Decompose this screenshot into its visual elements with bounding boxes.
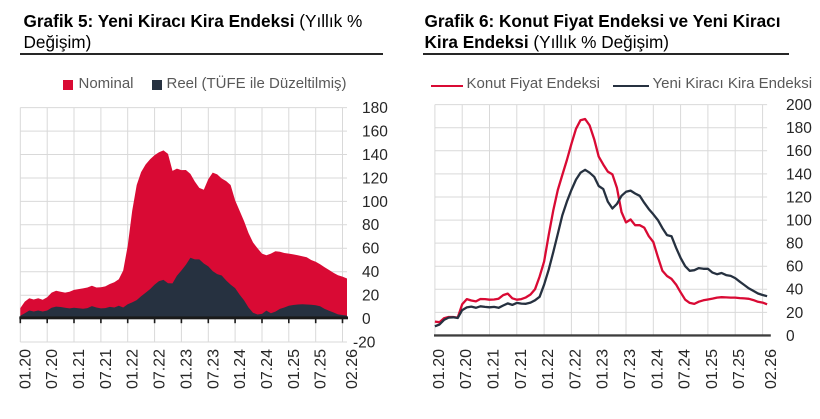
svg-text:01.23: 01.23 <box>595 349 612 389</box>
svg-text:02.26: 02.26 <box>344 349 361 389</box>
svg-text:120: 120 <box>362 170 388 187</box>
svg-text:140: 140 <box>362 147 388 164</box>
svg-text:01.20: 01.20 <box>17 349 34 389</box>
svg-text:01.24: 01.24 <box>232 349 249 389</box>
svg-text:01.20: 01.20 <box>431 349 448 389</box>
svg-text:07.25: 07.25 <box>313 349 330 389</box>
svg-text:07.20: 07.20 <box>44 349 61 389</box>
svg-text:80: 80 <box>786 236 804 253</box>
svg-text:0: 0 <box>786 328 795 345</box>
svg-text:20: 20 <box>786 305 804 322</box>
svg-text:200: 200 <box>786 97 812 114</box>
svg-text:01.21: 01.21 <box>71 349 88 389</box>
svg-text:20: 20 <box>362 288 380 305</box>
svg-text:07.20: 07.20 <box>458 349 475 389</box>
svg-text:07.23: 07.23 <box>622 349 639 389</box>
svg-text:07.21: 07.21 <box>513 349 530 389</box>
svg-text:40: 40 <box>362 264 380 281</box>
svg-text:160: 160 <box>362 124 388 141</box>
svg-text:01.21: 01.21 <box>486 349 503 389</box>
svg-text:07.24: 07.24 <box>259 349 276 389</box>
svg-text:01.22: 01.22 <box>540 349 557 389</box>
svg-text:07.21: 07.21 <box>98 349 115 389</box>
svg-text:02.26: 02.26 <box>763 349 780 389</box>
svg-text:07.25: 07.25 <box>731 349 748 389</box>
svg-text:01.25: 01.25 <box>286 349 303 389</box>
svg-text:07.24: 07.24 <box>677 349 694 389</box>
svg-text:40: 40 <box>786 282 804 299</box>
svg-text:100: 100 <box>362 194 388 211</box>
svg-text:01.22: 01.22 <box>125 349 142 389</box>
svg-text:0: 0 <box>362 311 371 328</box>
svg-text:07.22: 07.22 <box>567 349 584 389</box>
svg-text:180: 180 <box>786 120 812 137</box>
svg-text:60: 60 <box>362 241 380 258</box>
svg-text:01.24: 01.24 <box>649 349 666 389</box>
svg-text:07.22: 07.22 <box>152 349 169 389</box>
svg-text:60: 60 <box>786 259 804 276</box>
svg-text:80: 80 <box>362 217 380 234</box>
svg-text:140: 140 <box>786 166 812 183</box>
svg-text:01.25: 01.25 <box>704 349 721 389</box>
svg-text:180: 180 <box>362 100 388 117</box>
svg-text:120: 120 <box>786 189 812 206</box>
svg-text:100: 100 <box>786 213 812 230</box>
svg-text:-20: -20 <box>353 334 376 351</box>
svg-text:160: 160 <box>786 143 812 160</box>
svg-text:01.23: 01.23 <box>178 349 195 389</box>
svg-text:07.23: 07.23 <box>205 349 222 389</box>
